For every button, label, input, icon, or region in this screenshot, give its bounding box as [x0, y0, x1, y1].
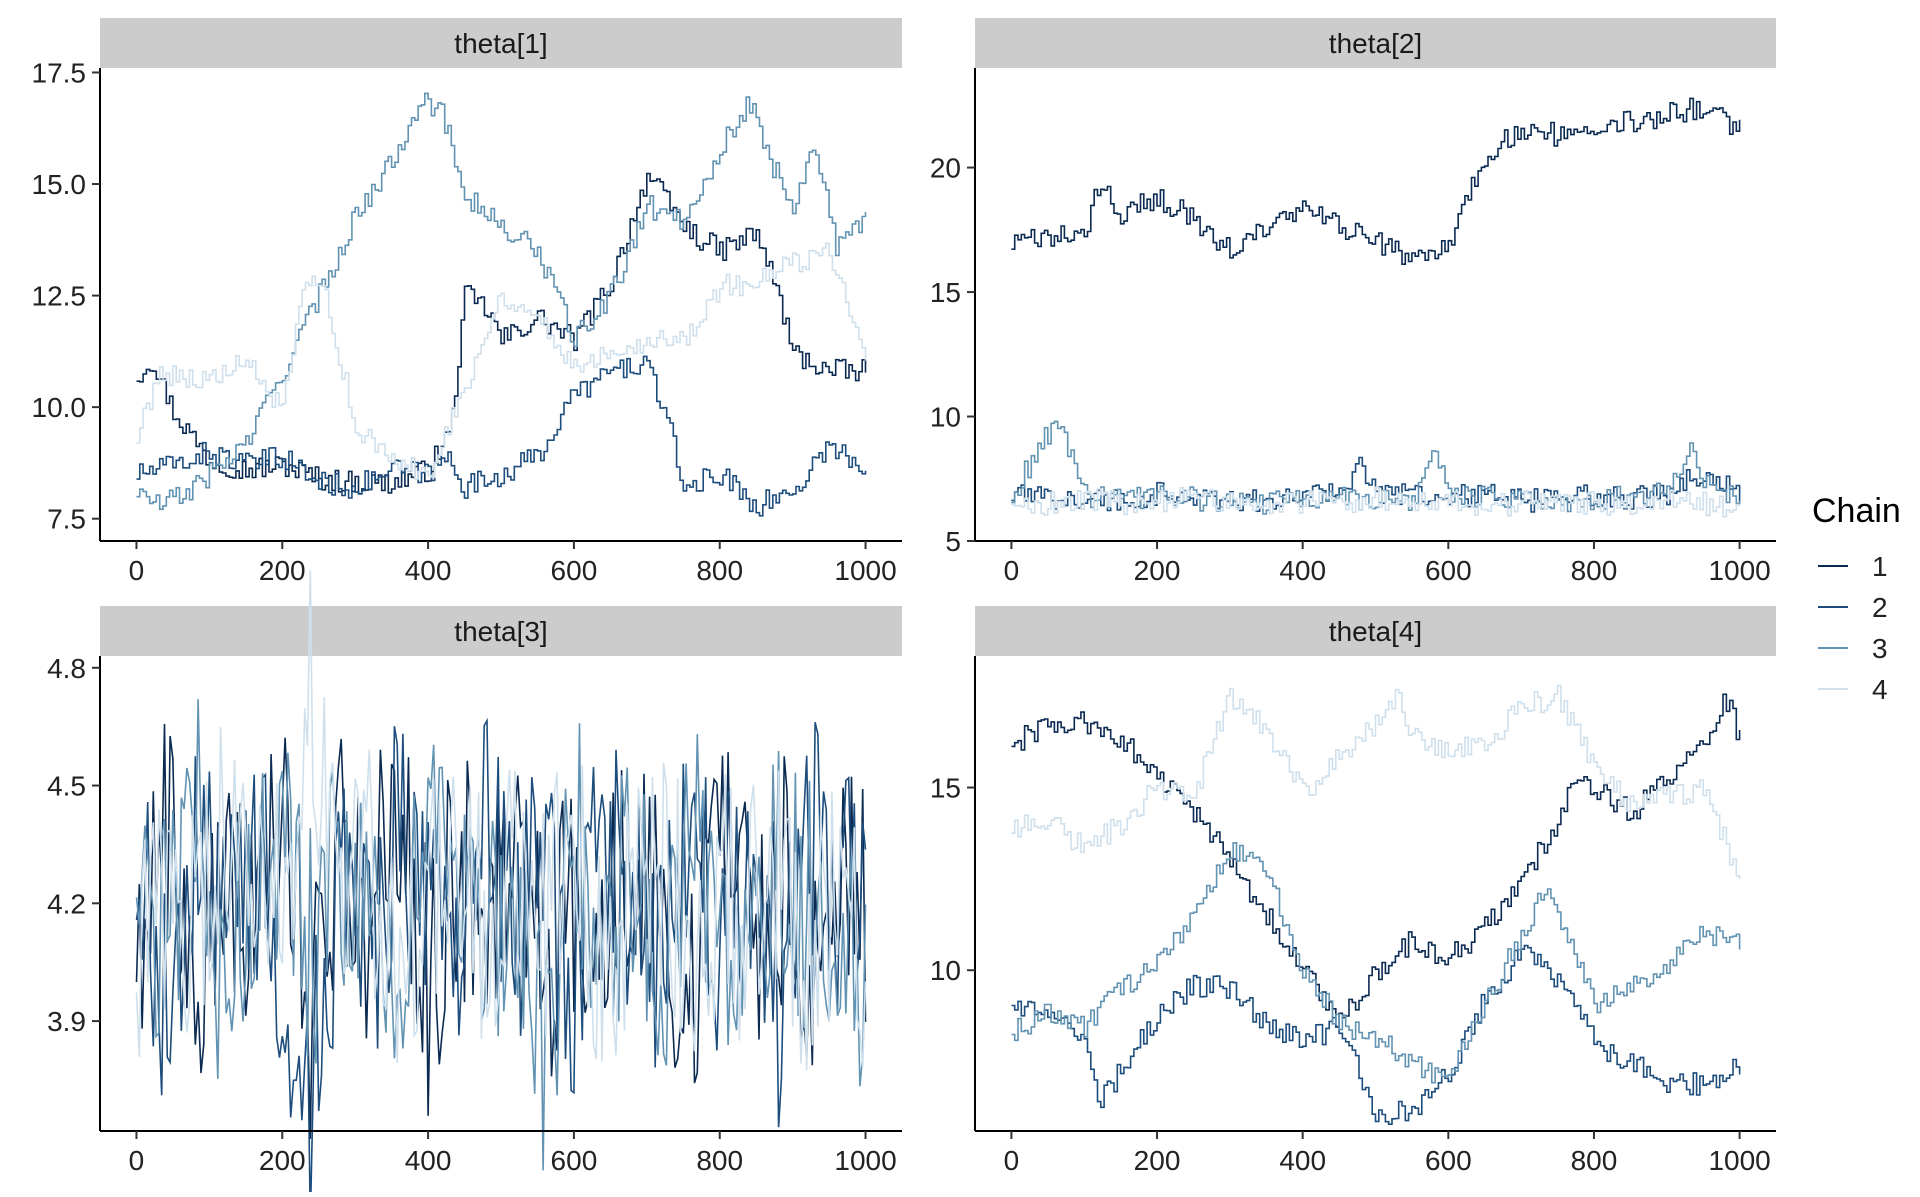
y-tick-label: 17.5 — [32, 57, 87, 88]
x-tick-label: 800 — [696, 555, 743, 586]
x-tick-label: 400 — [1279, 1145, 1326, 1176]
legend-label-4: 4 — [1872, 674, 1888, 705]
y-tick-label: 10 — [930, 402, 961, 433]
facet-title: theta[3] — [454, 616, 547, 647]
chain-3-trace — [1011, 842, 1741, 1084]
y-tick-label: 15 — [930, 773, 961, 804]
y-tick-label: 4.8 — [47, 653, 86, 684]
facet-panel-3: theta[3] 0 200 400 600 800 1000 3.9 4.2 4.5 4.8 — [47, 570, 902, 1197]
x-tick-label: 0 — [129, 1145, 145, 1176]
chain-4-trace — [136, 242, 867, 480]
chain-3-trace — [135, 699, 867, 1171]
chain-1-trace — [136, 172, 867, 495]
y-tick-label: 4.5 — [47, 771, 86, 802]
y-tick-label: 7.5 — [47, 504, 86, 535]
legend-label-2: 2 — [1872, 592, 1888, 623]
x-tick-label: 800 — [1571, 1145, 1618, 1176]
y-tick-label: 15.0 — [32, 169, 87, 200]
x-tick-label: 600 — [551, 1145, 598, 1176]
chain-3-trace — [136, 92, 867, 511]
chain-2-trace — [1011, 944, 1741, 1125]
legend-label-3: 3 — [1872, 633, 1888, 664]
panels-layer: theta[1]0 200 400 600 800 10007.510.012.515.0… — [32, 18, 1776, 1197]
facet-panel-4: theta[4] 0 200 400 600 800 1000 10 15 — [930, 606, 1776, 1176]
chain-3-trace — [1011, 420, 1741, 515]
x-tick-label: 200 — [1134, 555, 1181, 586]
facet-strip — [975, 18, 1776, 68]
x-tick-label: 200 — [1134, 1145, 1181, 1176]
legend-title: Chain — [1812, 492, 1901, 530]
facet-title: theta[2] — [1329, 28, 1422, 59]
chain-4-trace — [1011, 684, 1741, 880]
chain-4-trace — [135, 570, 867, 1071]
x-tick-label: 1000 — [1708, 555, 1770, 586]
y-tick-label: 5 — [945, 526, 961, 557]
x-tick-label: 200 — [259, 555, 306, 586]
x-tick-label: 1000 — [1708, 1145, 1770, 1176]
x-tick-label: 400 — [405, 1145, 452, 1176]
y-tick-label: 12.5 — [32, 281, 87, 312]
x-tick-label: 0 — [1004, 555, 1020, 586]
x-tick-label: 800 — [1571, 555, 1618, 586]
facet-panel-2: theta[2] 0 200 400 600 800 1000 5 10 15 20 — [930, 18, 1776, 586]
facet-title: theta[1] — [454, 28, 547, 59]
x-tick-label: 600 — [551, 555, 598, 586]
chain-4-trace — [1011, 486, 1741, 518]
y-tick-label: 20 — [930, 153, 961, 184]
x-tick-label: 0 — [1004, 1145, 1020, 1176]
y-tick-label: 3.9 — [47, 1006, 86, 1037]
x-tick-label: 800 — [696, 1145, 743, 1176]
chain-1-trace — [1011, 693, 1741, 1028]
legend: Chain 1 2 3 4 — [1812, 492, 1901, 705]
x-tick-label: 1000 — [834, 555, 896, 586]
y-tick-label: 4.2 — [47, 888, 86, 919]
chain-1-trace — [1011, 97, 1741, 265]
y-tick-label: 10 — [930, 955, 961, 986]
x-tick-label: 0 — [129, 555, 145, 586]
facet-strip — [100, 606, 902, 656]
x-tick-label: 400 — [405, 555, 452, 586]
facet-title: theta[4] — [1329, 616, 1422, 647]
y-tick-label: 10.0 — [32, 392, 87, 423]
facet-panel-1: theta[1] 0 200 400 600 800 1000 7.5 10.0 12.5 15.0… — [32, 18, 902, 586]
x-tick-label: 400 — [1279, 555, 1326, 586]
y-tick-label: 15 — [930, 277, 961, 308]
chain-2-trace — [136, 355, 867, 517]
x-tick-label: 600 — [1425, 1145, 1472, 1176]
facet-strip — [100, 18, 902, 68]
facet-strip — [975, 606, 1776, 656]
x-tick-label: 1000 — [834, 1145, 896, 1176]
legend-label-1: 1 — [1872, 551, 1888, 582]
x-tick-label: 600 — [1425, 555, 1472, 586]
x-tick-label: 200 — [259, 1145, 306, 1176]
